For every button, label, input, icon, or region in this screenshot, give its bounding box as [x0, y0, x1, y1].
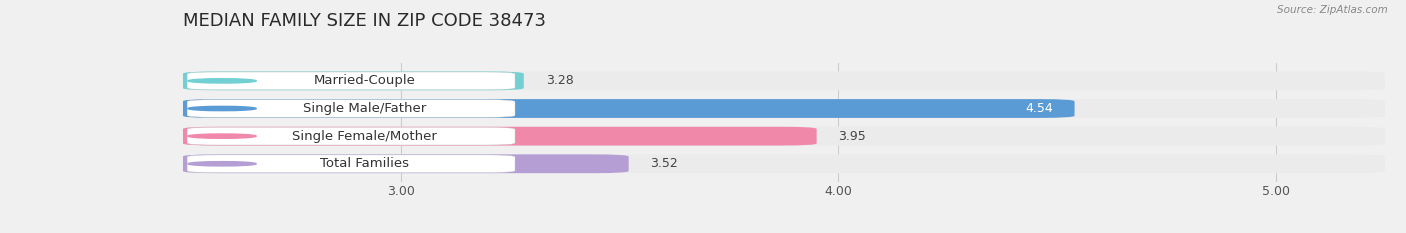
FancyBboxPatch shape: [183, 127, 1385, 146]
Circle shape: [188, 106, 256, 111]
Text: 3.28: 3.28: [546, 74, 574, 87]
Circle shape: [188, 134, 256, 138]
Text: Single Female/Mother: Single Female/Mother: [292, 130, 437, 143]
FancyBboxPatch shape: [187, 100, 515, 117]
FancyBboxPatch shape: [183, 72, 1385, 90]
Text: Source: ZipAtlas.com: Source: ZipAtlas.com: [1277, 5, 1388, 15]
Text: 3.95: 3.95: [838, 130, 866, 143]
Text: Total Families: Total Families: [319, 157, 409, 170]
FancyBboxPatch shape: [183, 72, 524, 90]
Text: Single Male/Father: Single Male/Father: [302, 102, 426, 115]
Text: Married-Couple: Married-Couple: [314, 74, 415, 87]
FancyBboxPatch shape: [183, 127, 817, 146]
Circle shape: [188, 162, 256, 166]
FancyBboxPatch shape: [187, 72, 515, 90]
FancyBboxPatch shape: [187, 155, 515, 173]
FancyBboxPatch shape: [183, 99, 1385, 118]
FancyBboxPatch shape: [183, 99, 1074, 118]
Text: MEDIAN FAMILY SIZE IN ZIP CODE 38473: MEDIAN FAMILY SIZE IN ZIP CODE 38473: [183, 12, 546, 30]
FancyBboxPatch shape: [187, 127, 515, 145]
Circle shape: [188, 79, 256, 83]
Text: 3.52: 3.52: [651, 157, 678, 170]
FancyBboxPatch shape: [183, 154, 628, 173]
FancyBboxPatch shape: [183, 154, 1385, 173]
Text: 4.54: 4.54: [1025, 102, 1053, 115]
